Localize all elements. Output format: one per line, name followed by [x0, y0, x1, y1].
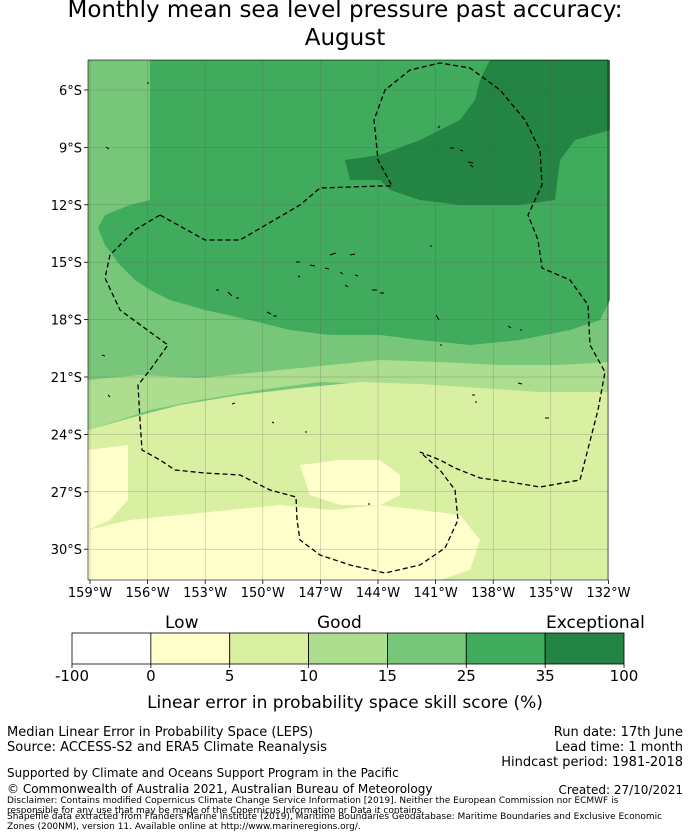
- lon-label: 147°W: [298, 586, 342, 601]
- lon-label: 138°W: [471, 586, 515, 601]
- lat-label: 27°S: [51, 486, 82, 501]
- lon-label: 144°W: [356, 586, 400, 601]
- map-panel: [87, 59, 610, 581]
- lead-time-text: Lead time: 1 month: [555, 740, 683, 755]
- colorbar-segment: [71, 632, 152, 665]
- colorbar-tick-label: -100: [54, 667, 90, 685]
- created-text: Created: 27/10/2021: [558, 783, 683, 797]
- method-text: Median Linear Error in Probability Space…: [7, 725, 314, 740]
- eez-boundary: [104, 62, 606, 574]
- longitude-labels: 159°W 156°W 153°W 150°W 147°W 144°W 141°W 138°W…: [68, 580, 631, 601]
- lon-label: 132°W: [586, 586, 630, 601]
- lon-label: 141°W: [414, 586, 458, 601]
- colorbar-segment: [544, 632, 625, 665]
- disclaimer-line3: Shapefile data extracted from Flanders M…: [7, 812, 663, 822]
- disclaimer-line2: responsible for any use that may be made…: [7, 806, 425, 816]
- lat-label: 21°S: [51, 371, 82, 386]
- colorbar-segment: [229, 632, 309, 665]
- lat-label: 15°S: [51, 256, 82, 271]
- run-date-text: Run date: 17th June: [553, 725, 683, 740]
- region-5-south: [88, 505, 480, 580]
- region-100-ne: [345, 60, 610, 205]
- disclaimer-line4: Zones (200NM), version 11. Available onl…: [7, 822, 361, 832]
- support-text: Supported by Climate and Oceans Support …: [7, 766, 399, 780]
- map-title-line1: Monthly mean sea level pressure past acc…: [67, 0, 623, 23]
- lon-label: 153°W: [183, 586, 227, 601]
- colorbar-segment: [387, 632, 467, 665]
- lat-label: 12°S: [51, 199, 82, 214]
- colorbar-segment: [308, 632, 388, 665]
- colorbar-tick-label: 5: [224, 667, 235, 685]
- disclaimer-line1: Disclaimer: Contains modified Copernicus…: [7, 796, 619, 806]
- colorbar-segment: [150, 632, 231, 665]
- lat-label: 18°S: [51, 314, 82, 329]
- lon-label: 150°W: [241, 586, 285, 601]
- lon-label: 159°W: [68, 586, 112, 601]
- map-grid: [88, 60, 609, 580]
- colorbar-label: Linear error in probability space skill …: [147, 693, 543, 713]
- lon-label: 156°W: [126, 586, 170, 601]
- colorbar-tick-label: 15: [377, 667, 397, 685]
- lat-label: 9°S: [59, 141, 82, 156]
- lon-label: 135°W: [529, 586, 573, 601]
- lat-label: 6°S: [59, 84, 82, 99]
- colorbar-tick-label: 25: [456, 667, 476, 685]
- region-5-center: [300, 460, 400, 505]
- colorbar-tick-label: 10: [299, 667, 319, 685]
- source-text: Source: ACCESS-S2 and ERA5 Climate Reana…: [7, 740, 327, 755]
- colorbar-tick-label: 35: [535, 667, 555, 685]
- region-15: [88, 360, 608, 430]
- colorbar-segment: [465, 632, 546, 665]
- latitude-labels: 6°S 9°S 12°S 15°S 18°S 21°S 24°S 27°S 30°S: [51, 84, 88, 558]
- lat-label: 24°S: [51, 428, 82, 443]
- islands: [101, 82, 549, 505]
- colorbar-tick-label: 100: [609, 667, 639, 685]
- lat-label: 30°S: [51, 543, 82, 558]
- colorbar-tick-label: 0: [146, 667, 156, 685]
- region-5-west: [88, 445, 128, 530]
- category-exceptional-label: Exceptional: [546, 613, 645, 633]
- category-good-label: Good: [317, 613, 362, 633]
- colorbar: [71, 632, 625, 668]
- category-low-label: Low: [165, 613, 199, 633]
- region-25-sw: [88, 330, 608, 420]
- map-title-line2: August: [304, 25, 386, 51]
- copyright-text: © Commonwealth of Australia 2021, Austra…: [7, 782, 433, 796]
- hindcast-text: Hindcast period: 1981-2018: [501, 755, 683, 770]
- map-title: Monthly mean sea level pressure past acc…: [0, 0, 690, 52]
